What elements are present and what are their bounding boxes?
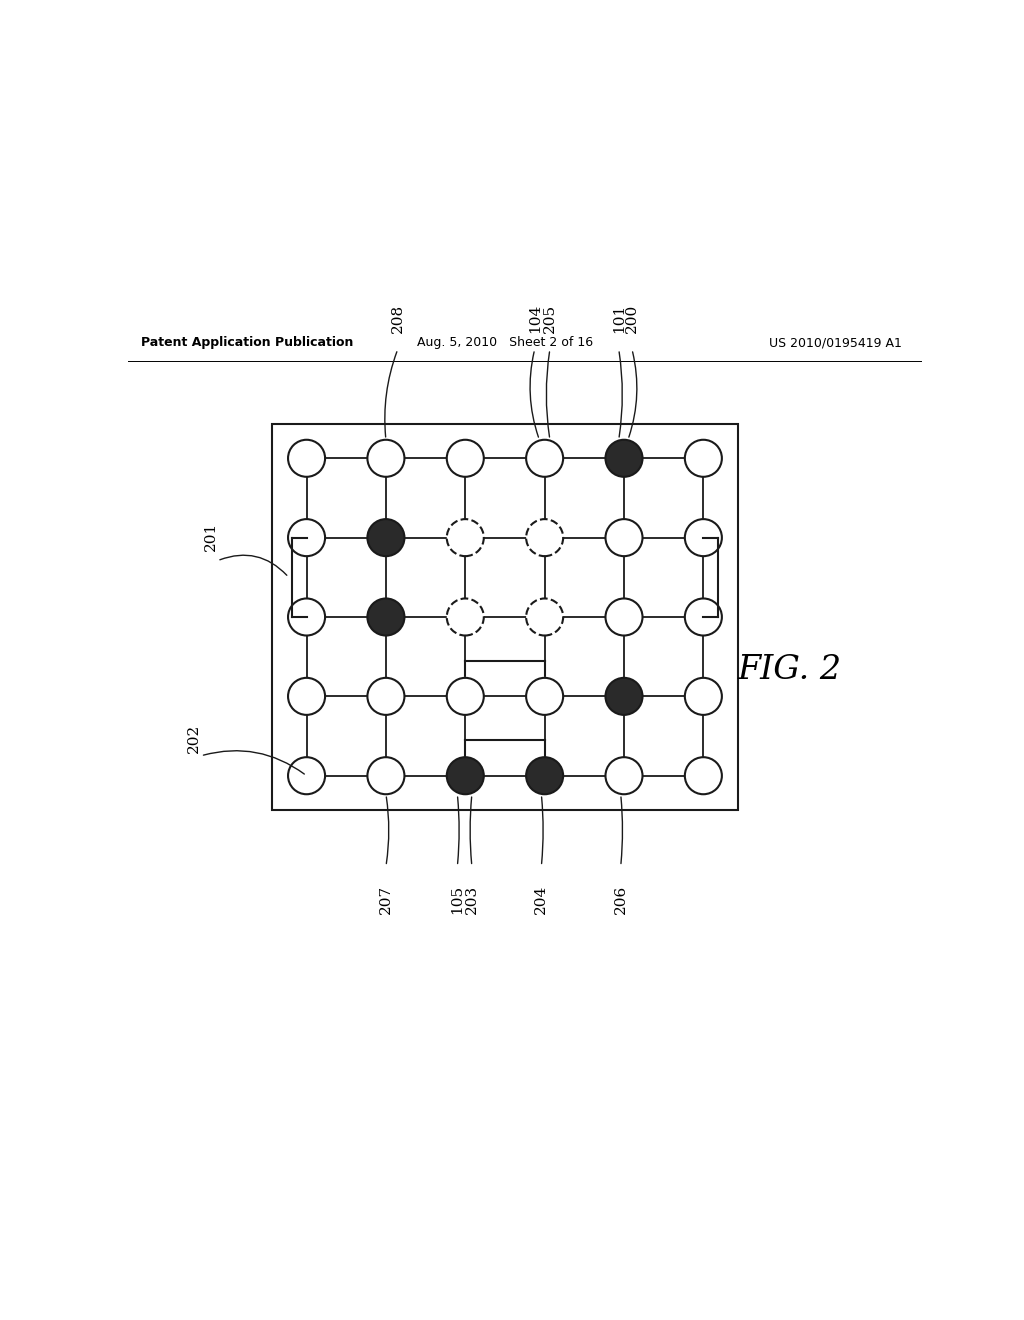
Circle shape [605, 440, 642, 477]
Circle shape [605, 598, 642, 635]
Circle shape [685, 758, 722, 795]
Text: Patent Application Publication: Patent Application Publication [141, 337, 353, 348]
Circle shape [685, 678, 722, 715]
Text: 203: 203 [465, 884, 479, 913]
Circle shape [368, 758, 404, 795]
Circle shape [368, 440, 404, 477]
Text: 202: 202 [187, 723, 201, 752]
Circle shape [368, 598, 404, 635]
Circle shape [288, 758, 325, 795]
Text: 206: 206 [613, 884, 628, 913]
Circle shape [446, 758, 483, 795]
Circle shape [526, 598, 563, 635]
Circle shape [288, 519, 325, 556]
Text: 207: 207 [379, 884, 393, 913]
Text: 200: 200 [625, 304, 639, 333]
Circle shape [685, 440, 722, 477]
Circle shape [446, 519, 483, 556]
Text: 105: 105 [451, 884, 464, 913]
Circle shape [605, 519, 642, 556]
Circle shape [685, 598, 722, 635]
Circle shape [446, 440, 483, 477]
Circle shape [288, 678, 325, 715]
Circle shape [288, 440, 325, 477]
Bar [272, 424, 737, 810]
Circle shape [446, 678, 483, 715]
Text: US 2010/0195419 A1: US 2010/0195419 A1 [769, 337, 902, 348]
Text: 205: 205 [543, 304, 557, 333]
Circle shape [685, 519, 722, 556]
Text: 104: 104 [527, 304, 542, 333]
Text: 101: 101 [611, 304, 626, 333]
Text: Aug. 5, 2010   Sheet 2 of 16: Aug. 5, 2010 Sheet 2 of 16 [417, 337, 593, 348]
Text: 201: 201 [204, 521, 218, 550]
Circle shape [605, 758, 642, 795]
Circle shape [605, 678, 642, 715]
Text: 204: 204 [535, 884, 548, 913]
Circle shape [526, 519, 563, 556]
Circle shape [526, 678, 563, 715]
Circle shape [288, 598, 325, 635]
Text: FIG. 2: FIG. 2 [737, 653, 842, 686]
Circle shape [526, 758, 563, 795]
Text: 208: 208 [391, 304, 404, 333]
Circle shape [446, 598, 483, 635]
Circle shape [368, 678, 404, 715]
Circle shape [368, 519, 404, 556]
Circle shape [526, 440, 563, 477]
